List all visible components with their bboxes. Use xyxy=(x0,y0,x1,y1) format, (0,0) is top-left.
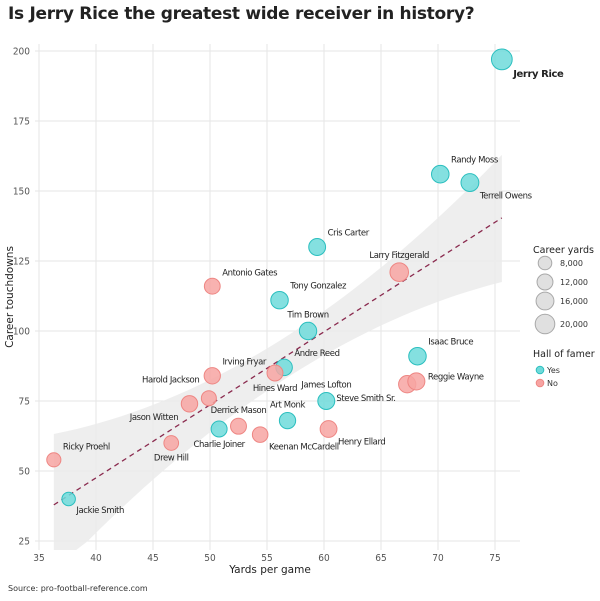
point-label: Andre Reed xyxy=(294,349,339,359)
data-point[interactable] xyxy=(210,420,228,438)
point-label: Steve Smith Sr. xyxy=(336,394,395,404)
x-tick-label: 45 xyxy=(147,553,158,564)
x-axis-title: Yards per game xyxy=(228,564,311,576)
y-tick-label: 150 xyxy=(13,187,30,198)
data-point[interactable] xyxy=(460,173,480,193)
x-tick-label: 40 xyxy=(90,553,102,564)
data-point[interactable] xyxy=(270,290,289,310)
trend-line xyxy=(53,217,503,506)
size-legend-label: 12,000 xyxy=(560,278,588,287)
size-legend-key xyxy=(535,291,555,311)
y-tick-label: 25 xyxy=(19,537,30,548)
data-point[interactable] xyxy=(308,238,327,256)
data-point[interactable] xyxy=(490,48,513,71)
y-tick-label: 200 xyxy=(13,47,30,58)
data-points xyxy=(46,48,513,507)
y-tick-label: 175 xyxy=(13,117,30,128)
y-tick-label: 125 xyxy=(13,257,30,268)
x-tick-label: 50 xyxy=(204,553,216,564)
size-legend: 8,000 12,000 16,000 20,000 xyxy=(534,255,588,335)
data-point[interactable] xyxy=(431,164,450,184)
color-legend-title: Hall of famer xyxy=(533,349,595,360)
point-label: Cris Carter xyxy=(328,229,370,239)
data-point[interactable] xyxy=(200,390,217,407)
y-tick-label: 100 xyxy=(13,327,30,338)
data-point[interactable] xyxy=(163,435,180,451)
data-point[interactable] xyxy=(230,417,247,435)
confidence-ribbon xyxy=(53,154,502,550)
point-label: Derrick Mason xyxy=(211,406,267,416)
point-label: Hines Ward xyxy=(253,384,297,394)
data-point[interactable] xyxy=(203,277,221,295)
data-point[interactable] xyxy=(46,452,62,468)
y-axis-ticks: 25 50 75 100 125 150 175 200 xyxy=(13,47,30,548)
confidence-band xyxy=(53,154,502,550)
point-label: Jackie Smith xyxy=(75,506,124,516)
color-legend-label: No xyxy=(547,379,558,388)
data-point[interactable] xyxy=(203,367,221,385)
data-point[interactable] xyxy=(61,491,76,507)
point-label: Harold Jackson xyxy=(142,376,199,386)
regression-line xyxy=(53,217,503,506)
point-label: Reggie Wayne xyxy=(428,372,484,382)
point-label: Jason Witten xyxy=(129,413,179,423)
chart-title: Is Jerry Rice the greatest wide receiver… xyxy=(8,4,475,24)
point-label: Keenan McCardell xyxy=(269,442,339,452)
data-point[interactable] xyxy=(266,364,284,382)
data-point[interactable] xyxy=(407,372,426,391)
gridlines xyxy=(35,44,520,550)
point-label: Charlie Joiner xyxy=(193,440,245,450)
point-label: Tim Brown xyxy=(286,310,328,320)
color-legend-key xyxy=(535,365,545,375)
color-legend-label: Yes xyxy=(546,366,560,375)
data-point[interactable] xyxy=(389,262,410,282)
color-legend-key xyxy=(535,378,545,388)
size-legend-label: 16,000 xyxy=(560,297,588,306)
point-label: Tony Gonzalez xyxy=(289,281,347,291)
point-label: Irving Fryar xyxy=(222,358,266,368)
point-label: Terrell Owens xyxy=(479,192,533,202)
point-labels: Jerry Rice Randy Moss Terrell Owens Cris Ca… xyxy=(63,69,565,516)
data-point[interactable] xyxy=(319,420,338,438)
data-point[interactable] xyxy=(251,426,269,443)
x-tick-label: 70 xyxy=(432,553,444,564)
point-label: Henry Ellard xyxy=(338,437,385,447)
data-point[interactable] xyxy=(408,346,427,366)
point-label: Larry Fitzgerald xyxy=(369,251,429,261)
size-legend-label: 8,000 xyxy=(560,259,583,268)
data-point[interactable] xyxy=(180,395,199,413)
point-label: Ricky Proehl xyxy=(63,443,110,453)
x-tick-label: 35 xyxy=(33,553,44,564)
x-tick-label: 55 xyxy=(261,553,272,564)
x-tick-label: 75 xyxy=(489,553,500,564)
data-point[interactable] xyxy=(278,411,297,430)
size-legend-label: 20,000 xyxy=(560,320,588,329)
x-tick-label: 65 xyxy=(375,553,386,564)
size-legend-key xyxy=(537,255,553,271)
y-tick-label: 75 xyxy=(19,397,30,408)
point-label: Jerry Rice xyxy=(512,69,564,80)
point-label: Antonio Gates xyxy=(222,268,278,278)
color-legend: Yes No xyxy=(535,365,560,388)
data-point[interactable] xyxy=(317,392,336,410)
source-note: Source: pro-football-reference.com xyxy=(8,584,148,593)
size-legend-title: Career yards xyxy=(533,245,594,256)
size-legend-key xyxy=(534,313,556,335)
point-label: Drew Hill xyxy=(154,453,189,463)
y-tick-label: 50 xyxy=(19,467,31,478)
size-legend-key xyxy=(536,273,554,291)
x-tick-label: 60 xyxy=(318,553,330,564)
x-axis-ticks: 35 40 45 50 55 60 65 70 75 xyxy=(33,553,500,564)
y-axis-title: Career touchdowns xyxy=(4,246,16,348)
point-label: Isaac Bruce xyxy=(428,337,473,347)
point-label: James Lofton xyxy=(300,381,351,391)
legend: Career yards 8,000 12,000 16,000 20,000 Hal… xyxy=(533,245,595,388)
point-label: Randy Moss xyxy=(451,155,499,165)
point-label: Art Monk xyxy=(270,400,305,410)
data-point[interactable] xyxy=(298,321,318,341)
